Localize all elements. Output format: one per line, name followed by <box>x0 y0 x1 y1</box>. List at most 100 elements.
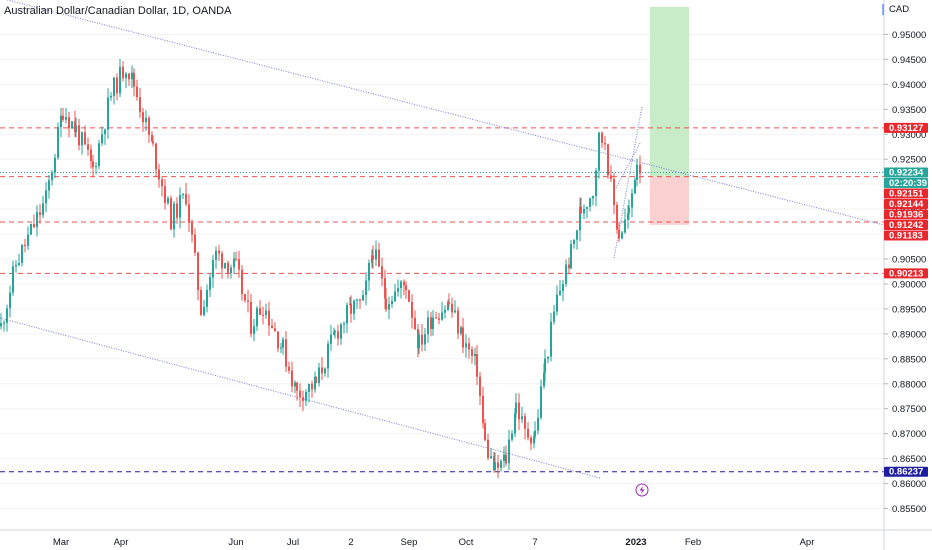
candle-body <box>75 125 77 132</box>
price-badge <box>884 177 928 188</box>
candle-body <box>543 372 545 387</box>
trend-lines <box>0 0 885 479</box>
candle-body <box>215 250 217 261</box>
candle-body <box>544 358 546 373</box>
candle-body <box>274 328 276 332</box>
price-badges: 0.9223402:20:390.921510.921440.919360.91… <box>884 123 928 478</box>
candle-body <box>441 312 443 320</box>
candle-body <box>318 367 320 384</box>
candle-body <box>403 281 405 286</box>
candle-body <box>378 249 380 267</box>
candle-body <box>385 298 387 310</box>
price-tick-label: 0.93500 <box>892 105 926 116</box>
candle-body <box>57 127 59 158</box>
lightning-icon[interactable] <box>635 483 649 497</box>
candle-body <box>203 306 205 316</box>
time-tick-label: 7 <box>532 537 537 548</box>
candle-body <box>559 290 561 295</box>
candle-body <box>268 310 270 326</box>
candle-body <box>51 172 53 181</box>
candle-body <box>627 213 629 220</box>
time-tick-label: Jun <box>228 537 243 548</box>
candle-body <box>315 376 317 384</box>
candle-body <box>474 354 476 357</box>
candle-body <box>314 376 316 390</box>
candle-body <box>524 416 526 429</box>
stop-zone[interactable] <box>650 176 689 225</box>
price-badge-label: 0.92151 <box>889 188 924 199</box>
candle-body <box>145 117 147 123</box>
candle-body <box>573 239 575 245</box>
time-tick-label: Mar <box>53 537 69 548</box>
candle-body <box>101 134 103 144</box>
candle-body <box>265 310 267 316</box>
currency-label: CAD <box>889 4 909 15</box>
candle-body <box>540 386 542 418</box>
candle-body <box>197 252 199 291</box>
candle-body <box>24 244 26 246</box>
candle-body <box>60 115 62 128</box>
candle-body <box>250 301 252 334</box>
candle-body <box>39 212 41 215</box>
price-badge <box>884 219 928 230</box>
candle-body <box>244 294 246 301</box>
trend-line <box>5 0 885 226</box>
candle-body <box>62 115 64 120</box>
candle-body <box>333 331 335 335</box>
candle-body <box>427 317 429 335</box>
candle-body <box>288 366 290 371</box>
candle-body <box>634 179 636 194</box>
price-tick-label: 0.89000 <box>892 329 926 340</box>
candle-body <box>230 267 232 274</box>
candle-body <box>9 292 11 309</box>
candle-body <box>48 180 50 191</box>
price-badge-label: 0.91242 <box>889 220 923 231</box>
price-badge <box>884 209 928 220</box>
candle-body <box>586 207 588 209</box>
candle-body <box>444 309 446 313</box>
candle-body <box>179 195 181 218</box>
candle-body <box>350 303 352 314</box>
price-tick-label: 0.92500 <box>892 155 926 166</box>
candle-body <box>148 117 150 135</box>
candle-body <box>33 223 35 228</box>
time-axis[interactable]: Mar Apr Jun Jul 2 Sep Oct 7 2023 Feb Apr <box>53 537 815 548</box>
candle-body <box>218 250 220 254</box>
candle-body <box>282 339 284 348</box>
candle-body <box>90 149 92 162</box>
chart-grid <box>0 33 884 510</box>
candle-body <box>595 170 597 196</box>
candle-body <box>78 125 80 146</box>
candle-body <box>0 323 2 327</box>
price-badge-label: 0.91183 <box>889 230 923 241</box>
candle-body <box>583 208 585 214</box>
time-tick-label: Apr <box>114 537 129 548</box>
candle-body <box>21 244 23 263</box>
candle-body <box>435 317 437 319</box>
candle-body <box>624 219 626 233</box>
position-zones[interactable] <box>650 7 689 225</box>
candle-body <box>356 299 358 301</box>
candle-body <box>241 269 243 295</box>
candle-body <box>384 278 386 299</box>
price-tick-label: 0.86500 <box>892 454 926 465</box>
candle-body <box>87 144 89 150</box>
candle-body <box>471 349 473 357</box>
candle-body <box>262 314 264 316</box>
price-tick-label: 0.88000 <box>892 379 926 390</box>
candle-body <box>598 132 600 171</box>
candle-body <box>327 343 329 369</box>
candle-body <box>592 195 594 199</box>
candle-body <box>224 262 226 269</box>
candle-body <box>580 206 582 214</box>
chart-title: Australian Dollar/Canadian Dollar, 1D, O… <box>4 5 232 17</box>
target-zone[interactable] <box>650 7 689 177</box>
candle-body <box>565 264 567 284</box>
price-level-badge-label: 0.93127 <box>889 123 923 134</box>
candle-body <box>311 383 313 390</box>
candle-body <box>125 73 127 79</box>
candle-body <box>375 249 377 260</box>
candle-body <box>468 343 470 350</box>
candle-body <box>362 294 364 301</box>
